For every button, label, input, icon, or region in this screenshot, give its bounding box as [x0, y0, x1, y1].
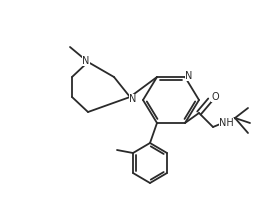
- Text: NH: NH: [219, 118, 234, 128]
- Text: O: O: [211, 92, 219, 102]
- Text: N: N: [82, 56, 90, 66]
- Text: N: N: [129, 94, 137, 104]
- Text: N: N: [185, 71, 193, 81]
